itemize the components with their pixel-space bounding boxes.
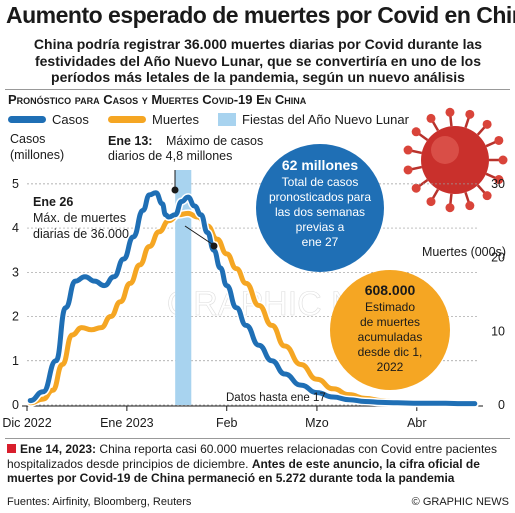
- holiday-band: [175, 170, 192, 405]
- x-axis: Dic 2022 Ene 2023 Feb Mzo Abr: [2, 405, 483, 430]
- virus-spike-tip: [494, 175, 504, 185]
- legend-item-holiday: Fiestas del Año Nuevo Lunar: [218, 111, 409, 127]
- y-left-tick-label: 3: [12, 265, 19, 279]
- legend-label-holiday: Fiestas del Año Nuevo Lunar: [242, 112, 409, 128]
- y-left-tick-label: 0: [12, 398, 19, 412]
- annotation-peak-deaths-text1: Máx. de muertes: [33, 211, 126, 225]
- footnote-bullet-icon: [7, 444, 16, 453]
- bubble-deaths-headline: 608.000: [365, 282, 416, 298]
- sources: Fuentes: Airfinity, Bloomberg, Reuters: [7, 496, 192, 508]
- copyright: © GRAPHIC NEWS: [411, 496, 509, 508]
- grid-lines: [27, 183, 478, 406]
- bubble-cases-line5: ene 27: [302, 235, 339, 249]
- bubble-cases-headline: 62 millones: [282, 157, 358, 173]
- annotation-data-until: Datos hasta ene 17: [226, 392, 326, 404]
- annotation-peak-cases-text1: Máximo de casos: [166, 134, 263, 148]
- y-axis-right: 0 10 20 30: [491, 177, 505, 412]
- virus-spike-tip: [445, 107, 455, 117]
- y-left-label-line1: Casos: [10, 132, 45, 146]
- series-line-cases: [27, 190, 478, 407]
- legend-label-cases: Casos: [52, 112, 89, 128]
- virus-spike-tip: [411, 183, 421, 193]
- bubble-deaths-line5: 2022: [377, 360, 404, 374]
- annotation-dot-peak-cases: [171, 186, 179, 194]
- chart-title: Pronóstico para Casos y Muertes Covid-19…: [8, 92, 307, 107]
- x-tick-label: Feb: [216, 416, 238, 430]
- footnote-bold: Antes de este anuncio, la cifra oficial …: [7, 456, 480, 486]
- page-subtitle: China podría registrar 36.000 muertes di…: [33, 36, 483, 85]
- series-lines: [26, 188, 479, 409]
- bubble-deaths-line2: de muertes: [360, 315, 420, 329]
- virus-spike-tip: [426, 113, 436, 123]
- bubble-deaths-line1: Estimado: [365, 300, 415, 314]
- page-title: Aumento esperado de muertes por Covid en…: [6, 2, 515, 28]
- y-right-tick-label: 0: [498, 398, 505, 412]
- bubble-cases-line1: Total de casos: [282, 175, 359, 189]
- y-left-tick-label: 1: [12, 354, 19, 368]
- legend-label-deaths: Muertes: [152, 112, 199, 128]
- virus-spike-tip: [403, 165, 413, 175]
- virus-highlight: [431, 136, 459, 164]
- virus-spike-tip: [482, 119, 492, 129]
- legend-item-deaths: Muertes: [108, 111, 199, 127]
- y-left-label-line2: (millones): [10, 148, 64, 162]
- annotation-peak-deaths-text2: diarias de 36.000: [33, 227, 129, 241]
- y-left-tick-label: 4: [12, 221, 19, 235]
- legend-swatch-deaths: [108, 116, 146, 124]
- bubble-deaths: 608.000 Estimado de muertes acumuladas d…: [330, 270, 450, 390]
- y-left-tick-label: 5: [12, 177, 19, 191]
- virus-spike-tip: [482, 191, 492, 201]
- virus-spike-tip: [465, 201, 475, 211]
- x-tick-label: Mzo: [305, 416, 329, 430]
- annotation-dot-peak-deaths: [210, 242, 218, 250]
- virus-spike-tip: [411, 127, 421, 137]
- y-right-tick-label: 10: [491, 324, 505, 338]
- legend-item-cases: Casos: [8, 111, 89, 127]
- legend-swatch-cases: [8, 116, 46, 124]
- y-right-tick-label: 20: [491, 251, 505, 265]
- virus-spike-tip: [426, 197, 436, 207]
- x-tick-label: Dic 2022: [2, 416, 51, 430]
- footnote-date: Ene 14, 2023:: [20, 442, 97, 456]
- divider-bottom: [5, 438, 510, 439]
- divider: [5, 89, 510, 90]
- annotation-peak-cases-bold: Ene 13:: [108, 134, 152, 148]
- virus-spike-tip: [445, 203, 455, 213]
- annotation-peak-deaths-bold: Ene 26: [33, 195, 73, 209]
- virus-spike-tip: [465, 109, 475, 119]
- bubble-cases-line2: pronosticados para: [269, 190, 371, 204]
- virus-spike-tip: [403, 145, 413, 155]
- virus-spike-tip: [494, 135, 504, 145]
- bubble-cases: 62 millones Total de casos pronosticados…: [256, 144, 384, 272]
- footnote-text: China reporta casi 60.000 muertes relaci…: [7, 442, 497, 471]
- legend-swatch-holiday: [218, 113, 236, 127]
- annotation-leader-peak-deaths: [184, 225, 213, 245]
- y-right-label: Muertes (000s): [422, 245, 506, 259]
- y-left-tick-label: 2: [12, 310, 19, 324]
- bubble-deaths-line3: acumuladas: [358, 330, 423, 344]
- x-tick-label: Abr: [407, 416, 426, 430]
- x-tick-label: Ene 2023: [100, 416, 154, 430]
- footnote: Ene 14, 2023: China reporta casi 60.000 …: [7, 442, 510, 486]
- y-axis-left: 0 1 2 3 4 5: [12, 177, 19, 412]
- virus-icon: [403, 107, 508, 213]
- bubble-cases-line4: previas a: [296, 220, 345, 234]
- y-right-tick-label: 30: [491, 177, 505, 191]
- bubble-cases-line3: las dos semanas: [275, 205, 365, 219]
- annotation-peak-cases-text2: diarios de 4,8 millones: [108, 149, 232, 163]
- bubble-deaths-line4: desde dic 1,: [358, 345, 423, 359]
- virus-spike-tip: [498, 155, 508, 165]
